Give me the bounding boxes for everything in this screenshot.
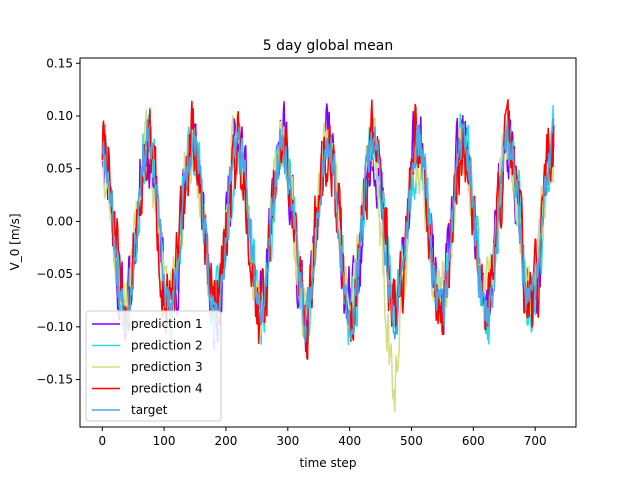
legend-label: prediction 1 [131, 317, 203, 331]
y-tick-label: 0.05 [46, 162, 73, 176]
y-tick-label: −0.05 [36, 267, 73, 281]
y-axis-label: V_0 [m/s] [8, 213, 22, 270]
legend: prediction 1 prediction 2 prediction 3 pred… [85, 310, 222, 422]
x-tick-label: 0 [98, 434, 106, 448]
x-tick-label: 100 [153, 434, 176, 448]
x-tick-label: 600 [462, 434, 485, 448]
chart-title: 5 day global mean [263, 38, 393, 54]
legend-label: prediction 4 [131, 382, 203, 396]
y-tick-label: 0.10 [46, 109, 73, 123]
x-tick-label: 400 [338, 434, 361, 448]
y-tick-label: −0.15 [36, 373, 73, 387]
y-tick-label: 0.15 [46, 56, 73, 70]
legend-label: prediction 2 [131, 339, 203, 353]
legend-label: target [131, 403, 168, 417]
x-axis: 0 100 200 300 400 500 600 700 [98, 427, 547, 448]
x-tick-label: 300 [276, 434, 299, 448]
plot-frame [79, 57, 577, 428]
legend-box [85, 310, 222, 422]
y-tick-label: 0.00 [46, 214, 73, 228]
series-line-5 [101, 118, 555, 343]
x-tick-label: 500 [400, 434, 423, 448]
y-axis: −0.15 −0.10 −0.05 0.00 0.05 0.10 0.15 [36, 56, 80, 387]
x-tick-label: 200 [215, 434, 238, 448]
x-axis-label: time step [300, 456, 357, 470]
legend-label: prediction 3 [131, 360, 203, 374]
y-tick-label: −0.10 [36, 320, 73, 334]
x-tick-label: 700 [524, 434, 547, 448]
